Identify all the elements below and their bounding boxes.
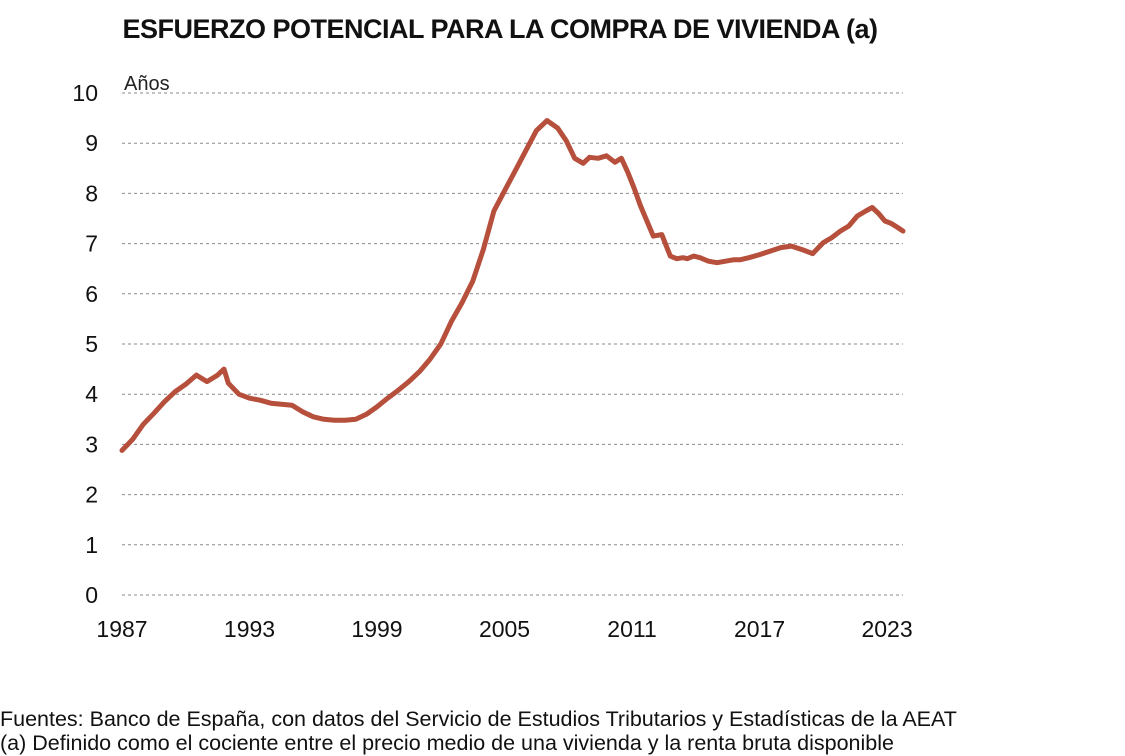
x-tick-label: 2011 [607,616,656,642]
x-tick-label: 1987 [96,616,147,642]
y-tick-label: 8 [85,180,98,206]
y-axis-label: Años [124,73,170,95]
y-axis: 0 1 2 3 4 5 6 7 8 9 10 [72,80,98,608]
y-tick-label: 6 [85,281,98,307]
source-note: Fuentes: Banco de España, con datos del … [0,707,957,731]
y-tick-label: 1 [85,532,98,558]
y-tick-label: 5 [85,331,98,357]
x-tick-label: 1999 [351,616,402,642]
y-tick-label: 9 [85,130,98,156]
x-tick-label: 2005 [479,616,530,642]
x-axis: 1987 1993 1999 2005 2011 2017 2023 [96,616,912,642]
chart-title: ESFUERZO POTENCIAL PARA LA COMPRA DE VIV… [122,14,878,44]
y-tick-label: 2 [85,482,98,508]
x-tick-label: 1993 [224,616,275,642]
gridlines [122,92,903,596]
y-tick-label: 4 [85,381,98,407]
y-tick-label: 7 [85,231,98,257]
y-tick-label: 10 [72,80,98,106]
x-tick-label: 2017 [734,616,785,642]
series-line [119,118,906,453]
series-group [119,118,906,453]
y-tick-label: 3 [85,431,98,457]
y-tick-label: 0 [85,582,98,608]
x-tick-label: 2023 [861,616,912,642]
line-chart: 0 1 2 3 4 5 6 7 8 9 10 1987 1993 1999 2005 2011 2017 202… [72,73,912,642]
footnote: (a) Definido como el cociente entre el p… [0,731,894,755]
